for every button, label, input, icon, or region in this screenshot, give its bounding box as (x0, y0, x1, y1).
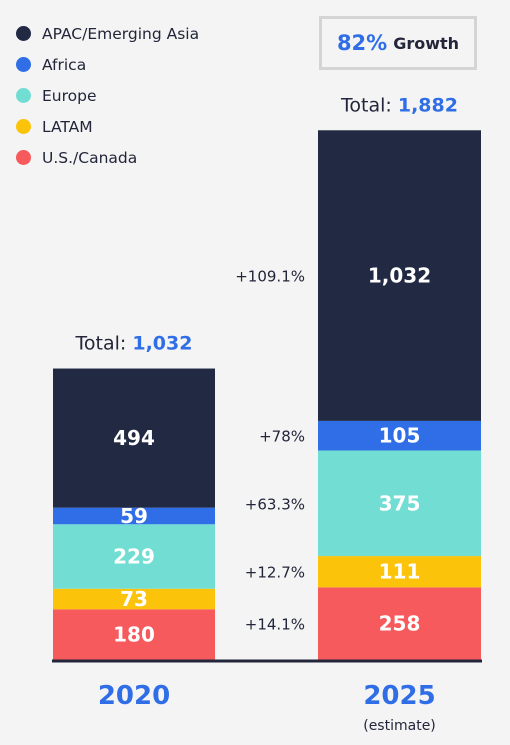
bar-value-label: 494 (113, 426, 155, 450)
bar-value-label: 258 (379, 612, 421, 636)
bar-value-label: 180 (113, 623, 155, 647)
legend-swatch (16, 26, 31, 41)
growth-value: 82% (336, 31, 388, 55)
total-value: 1,882 (398, 94, 458, 116)
bar-segment (318, 587, 481, 660)
legend-item: Africa (16, 49, 199, 80)
legend-swatch (16, 119, 31, 134)
bar-segment (53, 507, 215, 525)
legend-label: LATAM (42, 117, 93, 136)
total-value: 1,032 (132, 333, 192, 355)
legend: APAC/Emerging Asia Africa Europe LATAM U.S./… (16, 18, 199, 173)
category-label: 2025 (363, 681, 435, 711)
legend-label: U.S./Canada (42, 148, 138, 167)
bar-segment (53, 524, 215, 589)
legend-item: U.S./Canada (16, 142, 199, 173)
bar-segment (53, 368, 215, 508)
bar-segment (318, 130, 481, 421)
total-prefix: Total: (340, 94, 398, 116)
legend-item: LATAM (16, 111, 199, 142)
growth-badge: 82% Growth (319, 16, 477, 70)
bar-value-label: 59 (120, 504, 148, 528)
bar-segment (53, 609, 215, 660)
legend-swatch (16, 57, 31, 72)
legend-label: Africa (42, 55, 87, 74)
bar-segment (318, 556, 481, 588)
bar-segment (53, 588, 215, 610)
bar-value-label: 229 (113, 545, 155, 569)
category-label: 2020 (98, 681, 170, 711)
legend-swatch (16, 88, 31, 103)
legend-item: APAC/Emerging Asia (16, 18, 199, 49)
bar-segment (318, 450, 481, 557)
bar-value-label: 375 (379, 491, 421, 515)
bar-value-label: 1,032 (368, 264, 431, 288)
legend-label: APAC/Emerging Asia (42, 24, 200, 43)
total-label: Total: 1,032 (75, 333, 193, 355)
growth-change-label: +78% (259, 428, 305, 446)
category-note: (estimate) (363, 718, 436, 734)
total-prefix: Total: (75, 333, 133, 355)
legend-swatch (16, 150, 31, 165)
bar-value-label: 111 (379, 560, 421, 584)
growth-change-label: +109.1% (235, 268, 305, 286)
growth-label: Growth (393, 33, 460, 53)
legend-label: Europe (42, 86, 97, 105)
bar-value-label: 73 (120, 587, 148, 611)
growth-change-label: +14.1% (245, 616, 305, 634)
bar-segment (318, 420, 481, 451)
bar-value-label: 105 (379, 424, 421, 448)
total-label: Total: 1,882 (340, 94, 458, 116)
legend-item: Europe (16, 80, 199, 111)
growth-change-label: +12.7% (245, 564, 305, 582)
growth-change-label: +63.3% (245, 495, 305, 513)
